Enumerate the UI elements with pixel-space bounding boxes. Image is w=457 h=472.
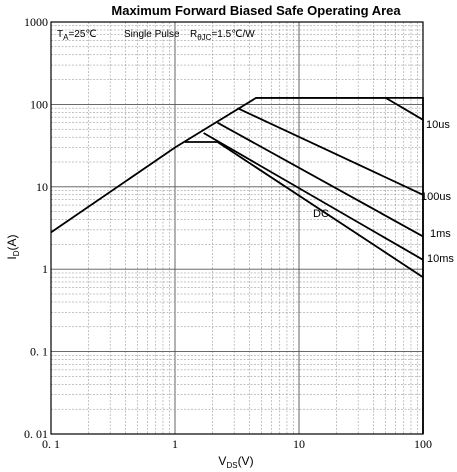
series-line-10ms — [203, 132, 424, 261]
x-tick-label: 1 — [172, 437, 178, 451]
series-label-100us: 100us — [421, 191, 451, 203]
series-line-10us — [256, 97, 424, 121]
series-line-dc — [184, 141, 424, 278]
x-tick-label: 10 — [293, 437, 305, 451]
y-tick-label: 10 — [36, 180, 48, 194]
y-tick-label: 1000 — [24, 15, 48, 29]
series-label-10ms: 10ms — [427, 253, 454, 265]
series-line-100us — [237, 107, 424, 196]
annotation-pulse: Single Pulse — [124, 29, 180, 40]
series-label-dc: DC — [313, 208, 329, 220]
series-line-1ms — [217, 121, 424, 238]
x-tick-label: 100 — [414, 437, 432, 451]
y-tick-label: 0. 1 — [30, 345, 48, 359]
axis-labels: VDS(V) ID(A) TA=25℃ Single Pulse RθJC=1.5℃/W — [5, 29, 255, 470]
y-axis-label: ID(A) — [5, 234, 21, 259]
grid — [51, 22, 423, 434]
soa-envelope-line — [50, 97, 424, 434]
annotation-rth: RθJC=1.5℃/W — [190, 29, 255, 42]
series-label-10us: 10us — [426, 119, 450, 131]
y-tick-label: 0. 01 — [24, 427, 48, 441]
soa-curves: 10us 100us 1ms 10ms DC — [50, 97, 454, 434]
annotation-ta: TA=25℃ — [57, 29, 97, 42]
y-tick-label: 100 — [30, 97, 48, 111]
chart-title: Maximum Forward Biased Safe Operating Ar… — [111, 3, 401, 18]
x-axis-label: VDS(V) — [218, 454, 253, 470]
x-tick-label: 0. 1 — [42, 437, 60, 451]
series-label-1ms: 1ms — [430, 228, 451, 240]
y-tick-label: 1 — [42, 262, 48, 276]
